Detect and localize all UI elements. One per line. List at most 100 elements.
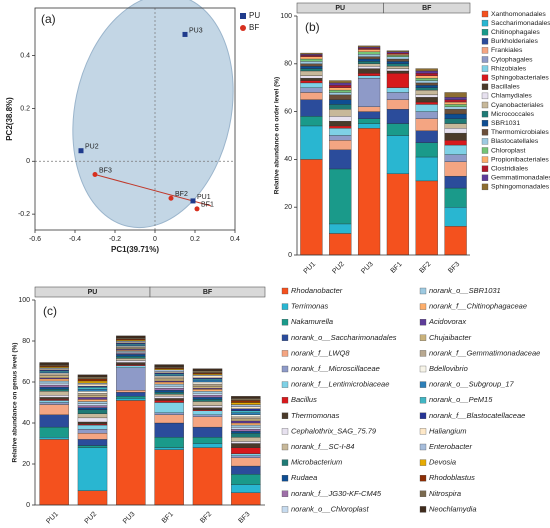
legend-label: Blastocatellales [491,138,539,145]
bar-segment [192,373,223,375]
legend-label: norank_o__Saccharimonadales [291,333,397,342]
legend-label: Nitrospira [429,489,461,498]
bar-segment [357,51,381,55]
legend-swatch [481,29,489,36]
bar-segment [357,56,381,60]
bar-segment [116,364,146,366]
bar-segment [444,109,467,115]
bar-segment [386,109,410,124]
point-label: BF3 [99,167,112,174]
bar-segment [415,89,438,96]
bar-segment [357,123,381,129]
bar-segment [77,421,108,425]
bar-segment [444,99,467,103]
legend-swatch [481,92,489,100]
bar-segment [415,130,438,143]
bar-segment [192,374,223,377]
y-tick-label: 0 [26,502,30,509]
bar-segment [154,380,184,383]
legend-label: Nakamurella [291,317,333,326]
bar-segment [154,387,184,391]
legend-label: Haliangium [429,426,467,435]
bar-segment [192,426,223,438]
bar-segment [300,82,323,88]
legend-swatch [281,350,289,357]
bar-segment [116,335,146,339]
x-tick-label: PU1 [45,511,60,526]
legend-swatch [281,428,289,435]
bar-segment [39,366,69,368]
y-tick-label: 0 [288,252,292,259]
legend-swatch [281,365,289,373]
bar-segment [444,207,467,227]
legend-label: norank_f__SC-I-84 [291,442,354,451]
bar-segment [39,389,69,392]
bar-segment [39,370,69,372]
bar-segment [231,441,261,444]
legend-label: BF [249,23,259,32]
x-tick-label: PU3 [360,261,375,276]
bar-segment [386,58,410,62]
bar-segment [386,123,410,136]
bar-segment [231,465,261,475]
bar-segment [39,404,69,415]
x-tick-label: PU1 [303,261,318,276]
x-tick-label: PU3 [122,511,137,526]
bar-segment [154,374,184,377]
bar-segment [192,447,223,506]
point-label: PU2 [85,144,99,151]
bar-segment [154,392,184,395]
bar-segment [386,68,410,72]
legend-swatch [481,74,489,81]
bar-segment [329,149,352,170]
bar-segment [77,409,108,414]
legend-label: norank_f__LWQ8 [291,348,350,357]
point [182,31,188,37]
legend-swatch [481,165,489,172]
bar-segment [444,104,467,107]
axes [296,16,470,256]
legend-swatch [419,397,427,404]
bar-segment [386,66,410,69]
y-tick-label: -0.2 [18,211,30,218]
plot-frame [34,7,236,231]
bar-segment [116,367,146,391]
bar-segment [329,94,352,100]
bar-segment [329,223,352,234]
bar-segment [357,68,381,74]
point-label: PU3 [189,27,203,34]
bar-segment [329,128,352,136]
bar-segment [231,455,261,458]
bar-segment [357,61,381,64]
legend-label: Rhodoblastus [429,473,475,482]
y-axis-label: PC2(38.8%) [5,97,14,141]
bar-segment [300,70,323,76]
bar-segment [77,380,108,384]
bar-segment [154,412,184,415]
bar-segment [415,142,438,158]
bar-segment [116,365,146,368]
legend-swatch [281,412,289,419]
bar-segment [415,97,438,103]
bar-segment [77,391,108,394]
legend-swatch [281,459,289,466]
bar-segment [357,63,381,67]
legend-label: Rhizobiales [491,65,527,72]
bar-segment [154,414,184,424]
bar-segment [192,378,223,381]
bar-segment [357,75,381,79]
bar-segment [357,45,381,48]
point-label: BF2 [175,191,188,198]
bar-segment [154,376,184,380]
bar-segment [231,408,261,411]
legend-label: Cytophagales [491,56,533,63]
bar-segment [116,352,146,354]
legend-label: Clostridiales [491,165,529,172]
bar-segment [39,364,69,366]
bar-segment [357,111,381,119]
bar-segment [300,68,323,72]
legend-swatch [281,506,289,513]
bar-segment [192,437,223,444]
bar-segment [192,381,223,385]
bar-segment [116,338,146,341]
